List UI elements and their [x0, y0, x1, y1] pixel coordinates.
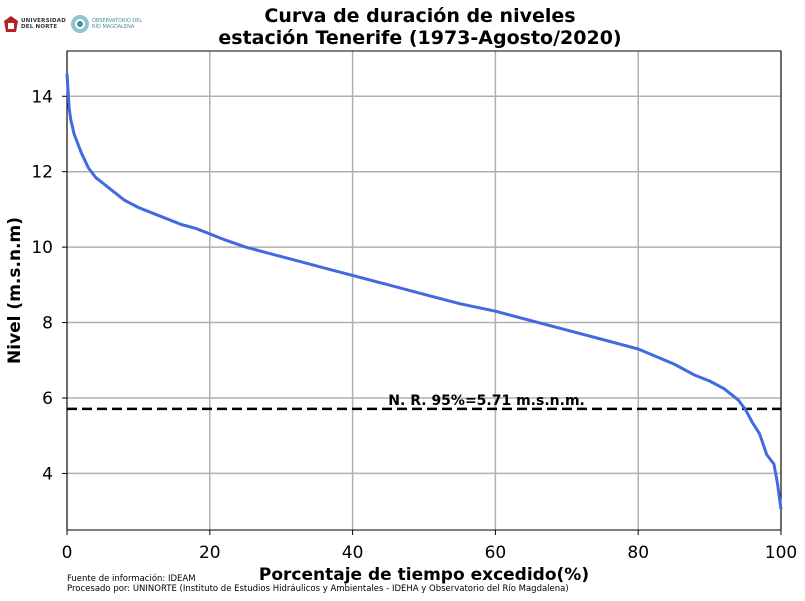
uninorte-logo: UNIVERSIDAD DEL NORTE: [3, 15, 66, 33]
x-tick-label: 20: [199, 543, 221, 563]
observatorio-text-line1: OBSERVATORIO DEL: [91, 18, 143, 24]
uninorte-text-line1: UNIVERSIDAD: [21, 18, 66, 24]
series-line: [65, 73, 783, 510]
y-tick-label: 10: [31, 238, 53, 258]
plot-frame: [66, 50, 782, 531]
y-tick-label: 6: [42, 389, 53, 409]
observatorio-text-line2: RÍO MAGDALENA: [91, 24, 135, 30]
logos: UNIVERSIDAD DEL NORTE OBSERVATORIO DEL R…: [3, 14, 142, 34]
x-axis-label: Porcentaje de tiempo excedido(%): [259, 565, 589, 585]
y-tick-label: 4: [42, 464, 53, 484]
uninorte-emblem-icon: [4, 16, 18, 32]
observatorio-logo: OBSERVATORIO DEL RÍO MAGDALENA: [70, 14, 142, 34]
chart-title-line2: estación Tenerife (1973-Agosto/2020): [218, 27, 622, 49]
y-tick-label: 14: [31, 87, 53, 107]
x-tick-label: 100: [765, 543, 797, 563]
x-tick-label: 80: [627, 543, 649, 563]
y-axis-label: Nivel (m.s.n.m): [5, 217, 25, 364]
chart-title-line1: Curva de duración de niveles: [264, 5, 576, 27]
x-tick-label: 0: [62, 543, 73, 563]
footer-processed: Procesado por: UNINORTE (Instituto de Es…: [67, 584, 569, 594]
x-tick-label: 40: [342, 543, 364, 563]
y-tick-label: 8: [42, 314, 53, 334]
y-tick-label: 12: [31, 163, 53, 183]
x-tick-label: 60: [485, 543, 507, 563]
reference-line-label: N. R. 95%=5.71 m.s.n.m.: [388, 393, 585, 409]
observatorio-emblem-icon: [70, 15, 89, 33]
uninorte-text-line2: DEL NORTE: [21, 24, 58, 30]
footer-source: Fuente de información: IDEAM: [67, 574, 196, 584]
